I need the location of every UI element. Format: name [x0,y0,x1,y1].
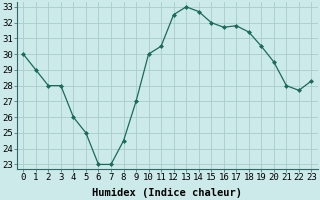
X-axis label: Humidex (Indice chaleur): Humidex (Indice chaleur) [92,188,242,198]
